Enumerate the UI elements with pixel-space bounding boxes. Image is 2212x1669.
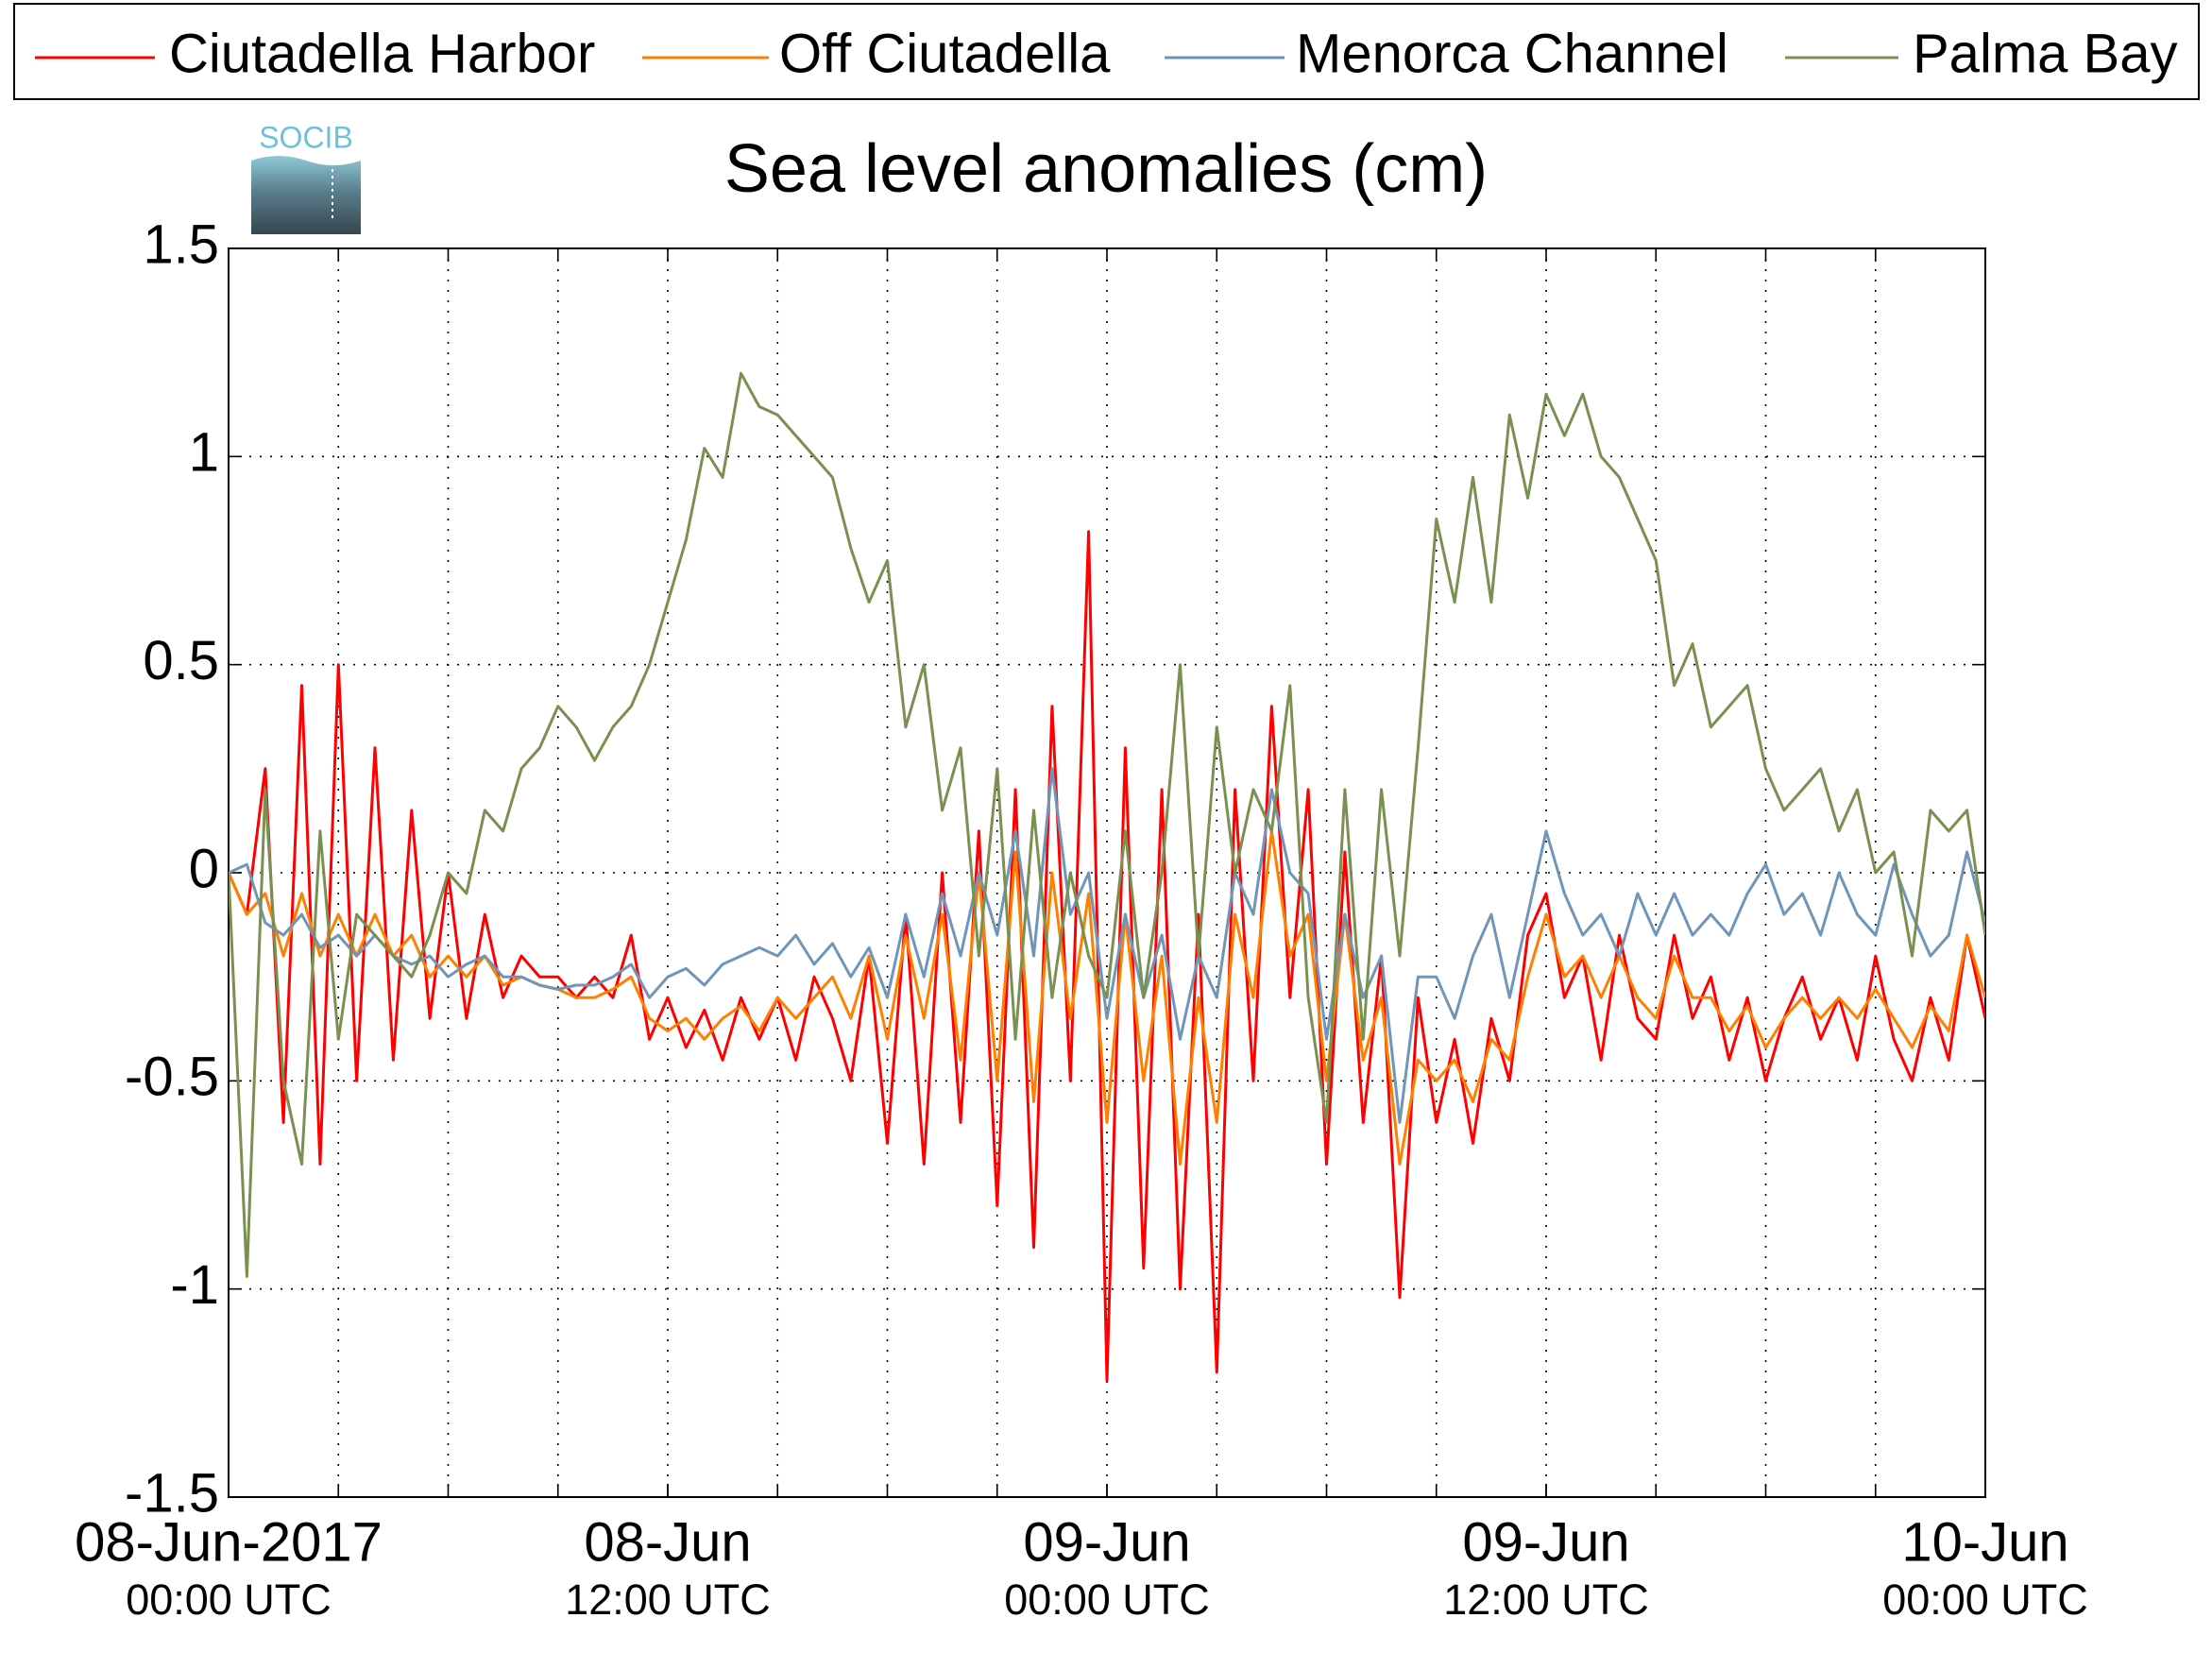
legend-label: Menorca Channel <box>1296 23 1728 84</box>
y-tick-label: 1.5 <box>143 213 219 275</box>
y-tick-label: 0 <box>189 838 219 899</box>
y-tick-label: -1.5 <box>125 1462 219 1524</box>
legend-label: Ciutadella Harbor <box>169 23 595 84</box>
y-tick-label: -0.5 <box>125 1047 219 1108</box>
logo-wave <box>251 156 361 234</box>
legend-label: Palma Bay <box>1913 23 2177 84</box>
x-tick-label: 08-Jun-2017 <box>75 1511 383 1573</box>
lines <box>229 371 1985 1383</box>
legend-label: Off Ciutadella <box>779 23 1111 84</box>
x-tick-label: 10-Jun <box>1901 1511 2068 1573</box>
x-tick-sublabel: 12:00 UTC <box>565 1575 771 1624</box>
x-tick-sublabel: 00:00 UTC <box>1004 1575 1210 1624</box>
grid <box>228 247 1986 1498</box>
x-tick-label: 09-Jun <box>1023 1511 1190 1573</box>
x-tick-label: 09-Jun <box>1462 1511 1629 1573</box>
logo: SOCIB <box>251 120 361 234</box>
y-tick-label: -1 <box>170 1254 219 1316</box>
x-tick-sublabel: 00:00 UTC <box>126 1575 332 1624</box>
y-tick-label: 1 <box>189 422 219 484</box>
x-tick-sublabel: 00:00 UTC <box>1882 1575 2088 1624</box>
y-tick-label: 0.5 <box>143 630 219 691</box>
legend-box <box>13 3 2200 100</box>
series-line <box>229 767 1985 1124</box>
chart-title: Sea level anomalies (cm) <box>724 131 1488 207</box>
series-line <box>229 530 1985 1383</box>
x-tick-label: 08-Jun <box>584 1511 751 1573</box>
logo-text: SOCIB <box>259 120 353 154</box>
x-tick-sublabel: 12:00 UTC <box>1443 1575 1649 1624</box>
series-line <box>229 371 1985 1278</box>
